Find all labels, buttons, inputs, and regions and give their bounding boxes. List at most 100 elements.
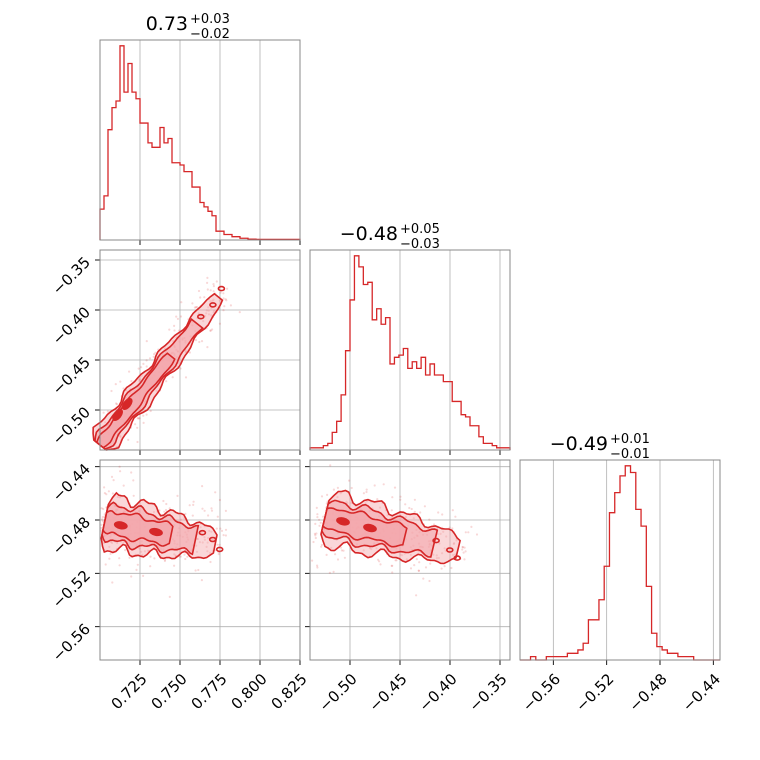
sample-point: [177, 362, 180, 365]
sample-point: [428, 518, 431, 521]
sample-point: [138, 417, 141, 420]
sample-point: [209, 300, 212, 303]
sample-point: [154, 351, 157, 354]
sample-point: [219, 291, 222, 294]
y-tick-label: −0.48: [49, 513, 94, 558]
sample-point: [320, 495, 324, 498]
sample-point: [443, 547, 446, 550]
sample-point: [453, 542, 456, 545]
sample-point: [153, 353, 156, 356]
sample-point: [441, 552, 444, 555]
sample-point: [218, 322, 221, 325]
sample-point: [418, 561, 421, 564]
sample-point: [118, 465, 121, 468]
sample-point: [179, 518, 183, 521]
sample-point: [423, 505, 426, 508]
sample-point: [443, 565, 446, 568]
sample-point: [399, 553, 402, 556]
sample-point: [132, 479, 135, 482]
sample-point: [140, 550, 143, 553]
sample-point: [197, 312, 200, 315]
contour-level-2: [95, 352, 176, 449]
sample-point: [422, 577, 425, 580]
sample-point: [318, 524, 321, 527]
sample-point: [315, 506, 318, 509]
sample-point: [109, 540, 113, 544]
sample-point: [362, 549, 365, 552]
sample-point: [206, 346, 209, 349]
sample-point: [448, 526, 451, 529]
sample-point: [116, 541, 119, 545]
sample-point: [316, 566, 319, 569]
sample-point: [343, 556, 346, 559]
sample-point: [201, 541, 204, 544]
density-peak: [149, 527, 163, 537]
sample-point: [164, 558, 167, 561]
sample-point: [222, 297, 225, 300]
sample-point: [212, 290, 215, 293]
sample-point: [184, 350, 187, 353]
sample-point: [224, 298, 227, 301]
sample-point: [463, 546, 466, 549]
sample-point: [201, 507, 204, 510]
sample-point: [432, 553, 435, 556]
sample-point: [362, 492, 365, 495]
sample-point: [311, 559, 314, 562]
sample-point: [103, 486, 106, 489]
sample-point: [136, 563, 139, 566]
sample-point: [219, 527, 222, 530]
sample-point: [413, 498, 416, 501]
sample-point: [124, 549, 127, 552]
sample-point: [148, 357, 152, 360]
sample-point: [211, 538, 214, 541]
sample-point: [179, 315, 183, 318]
sample-point: [209, 329, 212, 332]
sample-point: [188, 351, 191, 354]
sample-point: [209, 560, 212, 564]
sample-point: [212, 311, 215, 314]
sample-point: [115, 403, 119, 406]
sample-point: [226, 287, 229, 290]
sample-point: [409, 553, 412, 557]
sample-point: [395, 559, 398, 562]
sample-point: [142, 421, 145, 424]
sample-point: [316, 516, 319, 519]
density-peak: [363, 523, 377, 533]
axes-frame: [99, 249, 301, 451]
sample-point: [173, 564, 176, 567]
sample-point: [350, 486, 353, 490]
sample-point: [163, 559, 166, 563]
sample-point: [107, 490, 110, 493]
y-tick-label: −0.50: [49, 403, 94, 448]
sample-point: [162, 499, 165, 503]
contour-island: [445, 547, 454, 553]
sample-point: [364, 502, 367, 505]
sample-point: [375, 547, 378, 550]
x-tick-label: 0.800: [228, 670, 271, 713]
sample-point: [145, 340, 148, 343]
sample-point: [382, 483, 385, 486]
sample-point: [424, 566, 428, 569]
sample-point: [163, 510, 166, 513]
sample-point: [401, 554, 404, 557]
contour-level-2: [102, 509, 174, 547]
y-tick-label: −0.35: [49, 253, 94, 298]
sample-point: [410, 507, 413, 511]
contour-island: [432, 537, 440, 544]
sample-point: [132, 494, 135, 497]
sample-point: [104, 563, 107, 566]
contour-island: [197, 313, 205, 320]
sample-point: [336, 496, 339, 499]
sample-point: [224, 534, 227, 537]
sample-point: [212, 285, 215, 288]
x-tick-label: −0.52: [572, 670, 617, 715]
sample-point: [145, 359, 148, 362]
sample-point: [136, 426, 139, 429]
sample-point: [467, 531, 470, 534]
sample-point: [409, 567, 413, 570]
sample-point: [433, 523, 436, 526]
sample-point: [379, 563, 382, 566]
sample-point: [464, 550, 467, 553]
sample-point: [179, 555, 182, 558]
sample-point: [108, 545, 111, 549]
